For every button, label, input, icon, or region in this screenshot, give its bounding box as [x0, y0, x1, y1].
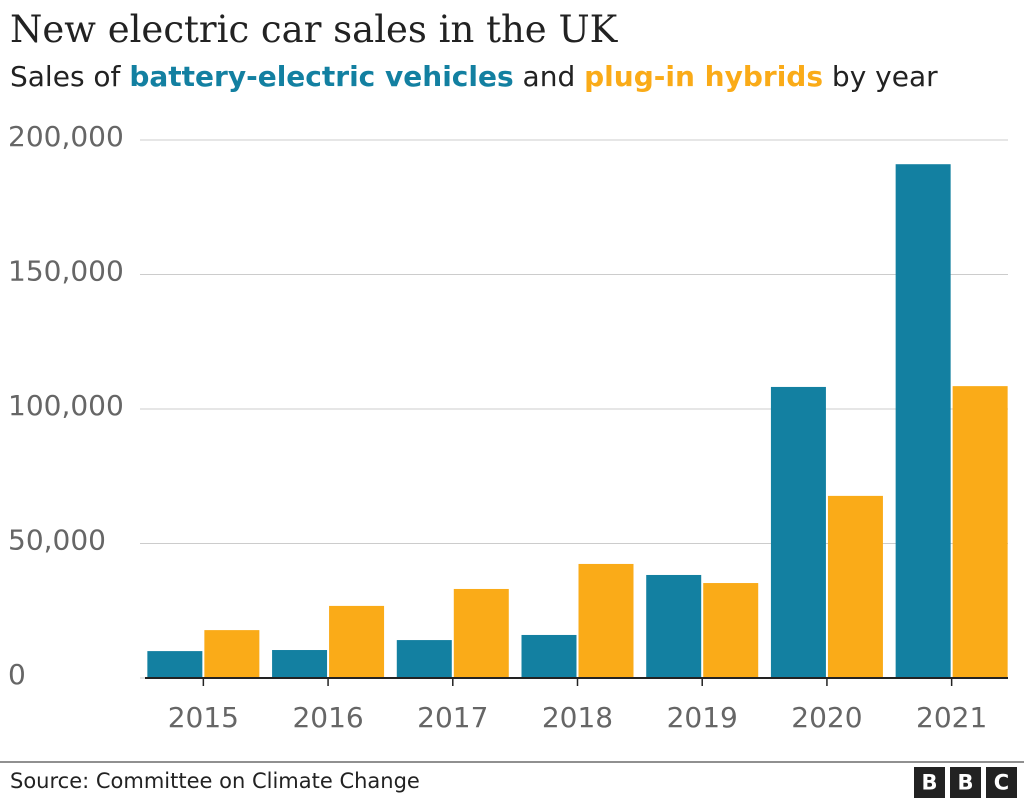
logo-letter: B [957, 771, 973, 795]
x-tick-label: 2020 [791, 701, 862, 734]
bar [147, 651, 203, 678]
bar [521, 634, 577, 678]
bar [827, 495, 883, 678]
logo-box [986, 767, 1017, 798]
bar [646, 574, 702, 678]
y-tick-label: 200,000 [8, 120, 124, 153]
logo-letter: B [921, 771, 937, 795]
legend-entry: battery-electric vehicles [129, 60, 514, 93]
bar [578, 563, 634, 678]
x-tick-label: 2017 [417, 701, 488, 734]
logo-box [914, 767, 945, 798]
x-tick-label: 2021 [916, 701, 987, 734]
bar [895, 164, 951, 678]
x-tick-label: 2019 [667, 701, 738, 734]
legend-entry: plug-in hybrids [584, 60, 824, 93]
bar [453, 588, 509, 678]
bar [770, 386, 826, 678]
bar [272, 650, 328, 678]
chart-title: New electric car sales in the UK [10, 8, 618, 51]
bar [952, 386, 1008, 678]
y-tick-label: 50,000 [8, 524, 106, 557]
subtitle-text: and [513, 60, 585, 93]
bar [204, 630, 260, 678]
x-tick-label: 2016 [292, 701, 363, 734]
y-tick-label: 150,000 [8, 255, 124, 288]
bar [329, 605, 385, 678]
x-tick-label: 2018 [542, 701, 613, 734]
chart-subtitle: Sales of battery-electric vehicles and p… [10, 60, 938, 93]
logo-box [950, 767, 981, 798]
bar [703, 583, 759, 678]
y-tick-label: 0 [8, 658, 26, 691]
source: Source: Committee on Climate Change [10, 769, 420, 793]
x-tick-label: 2015 [168, 701, 239, 734]
bar [396, 640, 452, 678]
subtitle-text: Sales of [10, 60, 130, 93]
logo-letter: C [994, 771, 1009, 795]
subtitle-text: by year [823, 60, 938, 93]
y-tick-label: 100,000 [8, 389, 124, 422]
